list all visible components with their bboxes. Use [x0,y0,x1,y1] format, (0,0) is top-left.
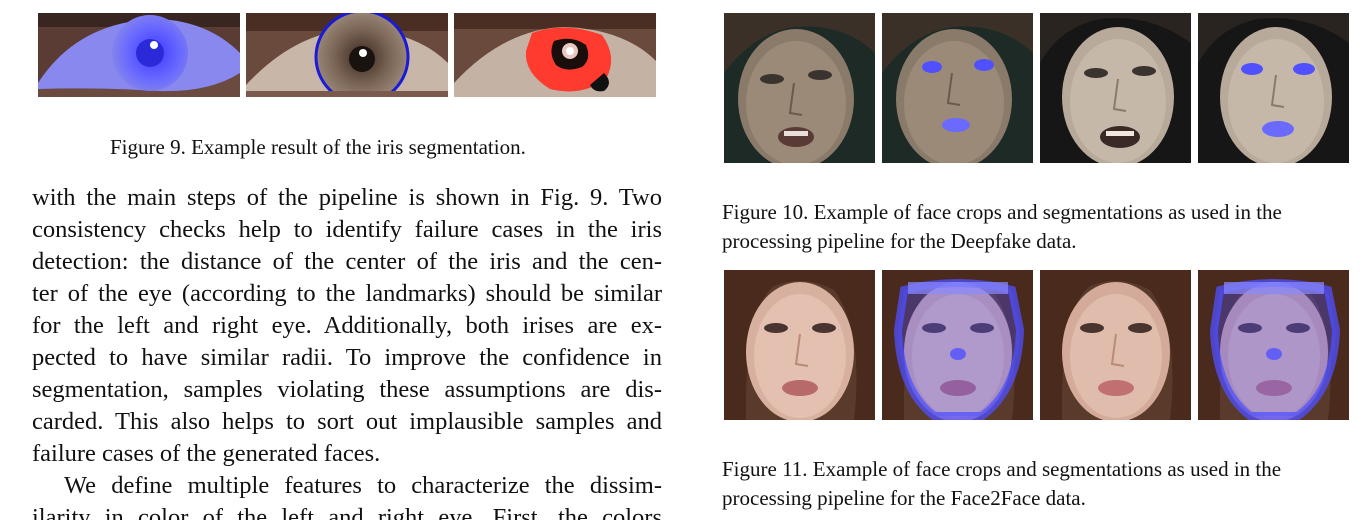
iris-image-circle [246,13,448,97]
deepfake-face-crop-1 [724,13,875,163]
deepfake-face-segmentation-2 [1198,13,1349,163]
figure-10-caption: Figure 10. Example of face crops and seg… [722,198,1362,256]
body-paragraph: with the main steps of the pipeline is s… [32,182,662,520]
face2face-face-crop-2 [1040,270,1191,420]
iris-image-overlay [38,13,240,97]
body-line: We define multiple features to character… [64,472,662,499]
body-line: segmentation, samples violating these as… [32,376,662,403]
body-line: ilarity in color of the left and right e… [32,504,662,520]
figure-10-caption-line-1: Figure 10. Example of face crops and seg… [722,200,1282,224]
body-line: carded. This also helps to sort out impl… [32,408,662,435]
body-line: consistency checks help to identify fail… [32,216,662,243]
body-line: pected to have similar radii. To improve… [32,344,662,371]
face2face-face-crop-1 [724,270,875,420]
figure-10-caption-line-2: processing pipeline for the Deepfake dat… [722,229,1077,253]
figure-11-caption-line-2: processing pipeline for the Face2Face da… [722,486,1086,510]
figure-11-caption: Figure 11. Example of face crops and seg… [722,455,1362,513]
body-line: for the left and right eye. Additionally… [32,312,662,339]
figure-11-caption-line-1: Figure 11. Example of face crops and seg… [722,457,1282,481]
iris-image-mask [454,13,656,97]
deepfake-face-segmentation-1 [882,13,1033,163]
body-line: with the main steps of the pipeline is s… [32,184,662,211]
body-line: ter of the eye (according to the landmar… [32,280,662,307]
body-line: detection: the distance of the center of… [32,248,662,275]
figure-9-caption: Figure 9. Example result of the iris seg… [110,135,526,159]
body-line: failure cases of the generated faces. [32,440,381,467]
face2face-face-segmentation-1 [882,270,1033,420]
face2face-face-segmentation-2 [1198,270,1349,420]
deepfake-face-crop-2 [1040,13,1191,163]
